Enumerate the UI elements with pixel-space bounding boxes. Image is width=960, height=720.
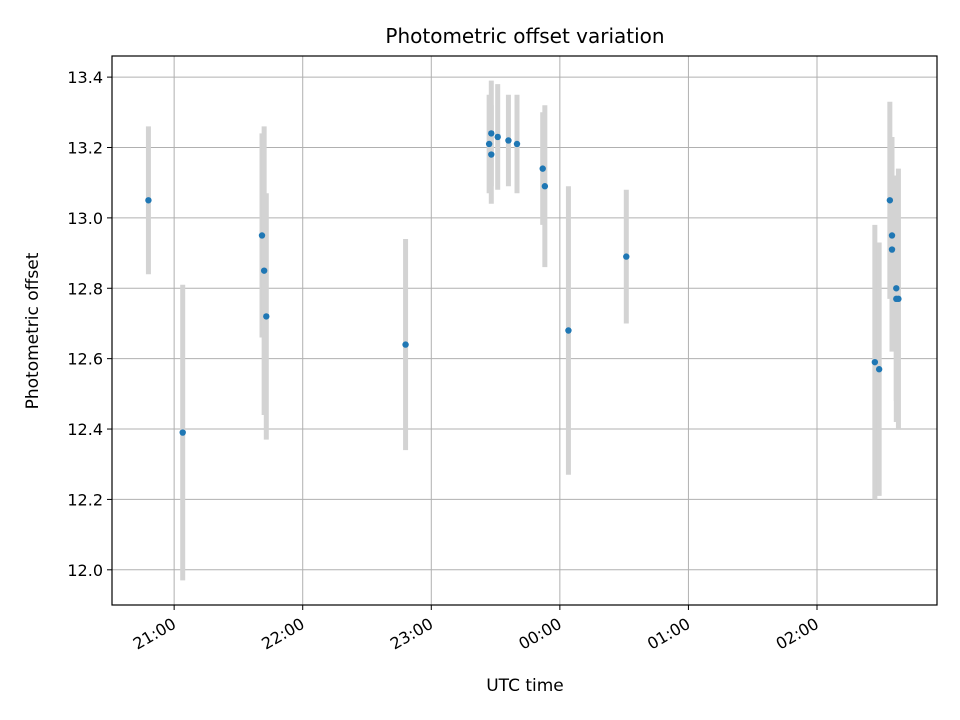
y-tick-label: 12.2 [67,490,103,509]
y-tick-label: 12.8 [67,279,103,298]
x-tick-label: 01:00 [644,614,693,654]
data-point [541,183,549,190]
x-tick-label: 00:00 [515,614,564,654]
data-point [263,313,270,320]
data-point [402,341,409,348]
data-point [145,197,152,204]
data-point [888,246,896,253]
y-axis-label: Photometric offset [23,252,43,409]
data-point [871,358,879,366]
data-point [895,295,902,303]
y-tick-label: 12.4 [67,420,103,439]
y-tick-label: 13.0 [67,209,103,228]
y-tick-label: 12.0 [67,561,103,580]
data-point [488,151,495,158]
data-point [485,140,493,148]
y-tick-label: 13.2 [67,139,103,158]
plot-frame [111,55,938,606]
y-tick-label: 12.6 [67,350,103,369]
data-point [539,165,546,172]
data-point [260,267,268,274]
data-point [258,232,266,239]
data-point [513,140,521,148]
x-tick-label: 02:00 [773,614,822,654]
data-point [179,429,186,436]
y-tick-label: 13.4 [67,68,103,87]
error-bars [145,80,901,581]
x-tick-label: 23:00 [387,614,436,654]
data-point [886,197,894,204]
data-point [893,285,900,292]
chart-title: Photometric offset variation [385,24,664,48]
grid [112,56,937,605]
data-point [623,253,630,260]
data-points [145,130,902,436]
x-tick-label: 21:00 [130,614,179,654]
x-axis: 21:00 22:00 23:00 00:00 01:00 02:00 [130,605,822,654]
data-point [494,133,501,141]
y-axis: 12.0 12.2 12.4 12.6 12.8 13.0 13.2 13.4 [67,68,112,580]
data-point [888,232,896,239]
x-axis-label: UTC time [486,676,564,696]
data-point [565,327,572,334]
x-tick-label: 22:00 [258,614,307,654]
data-point [875,366,883,373]
data-point [505,137,512,144]
data-point [488,130,495,137]
